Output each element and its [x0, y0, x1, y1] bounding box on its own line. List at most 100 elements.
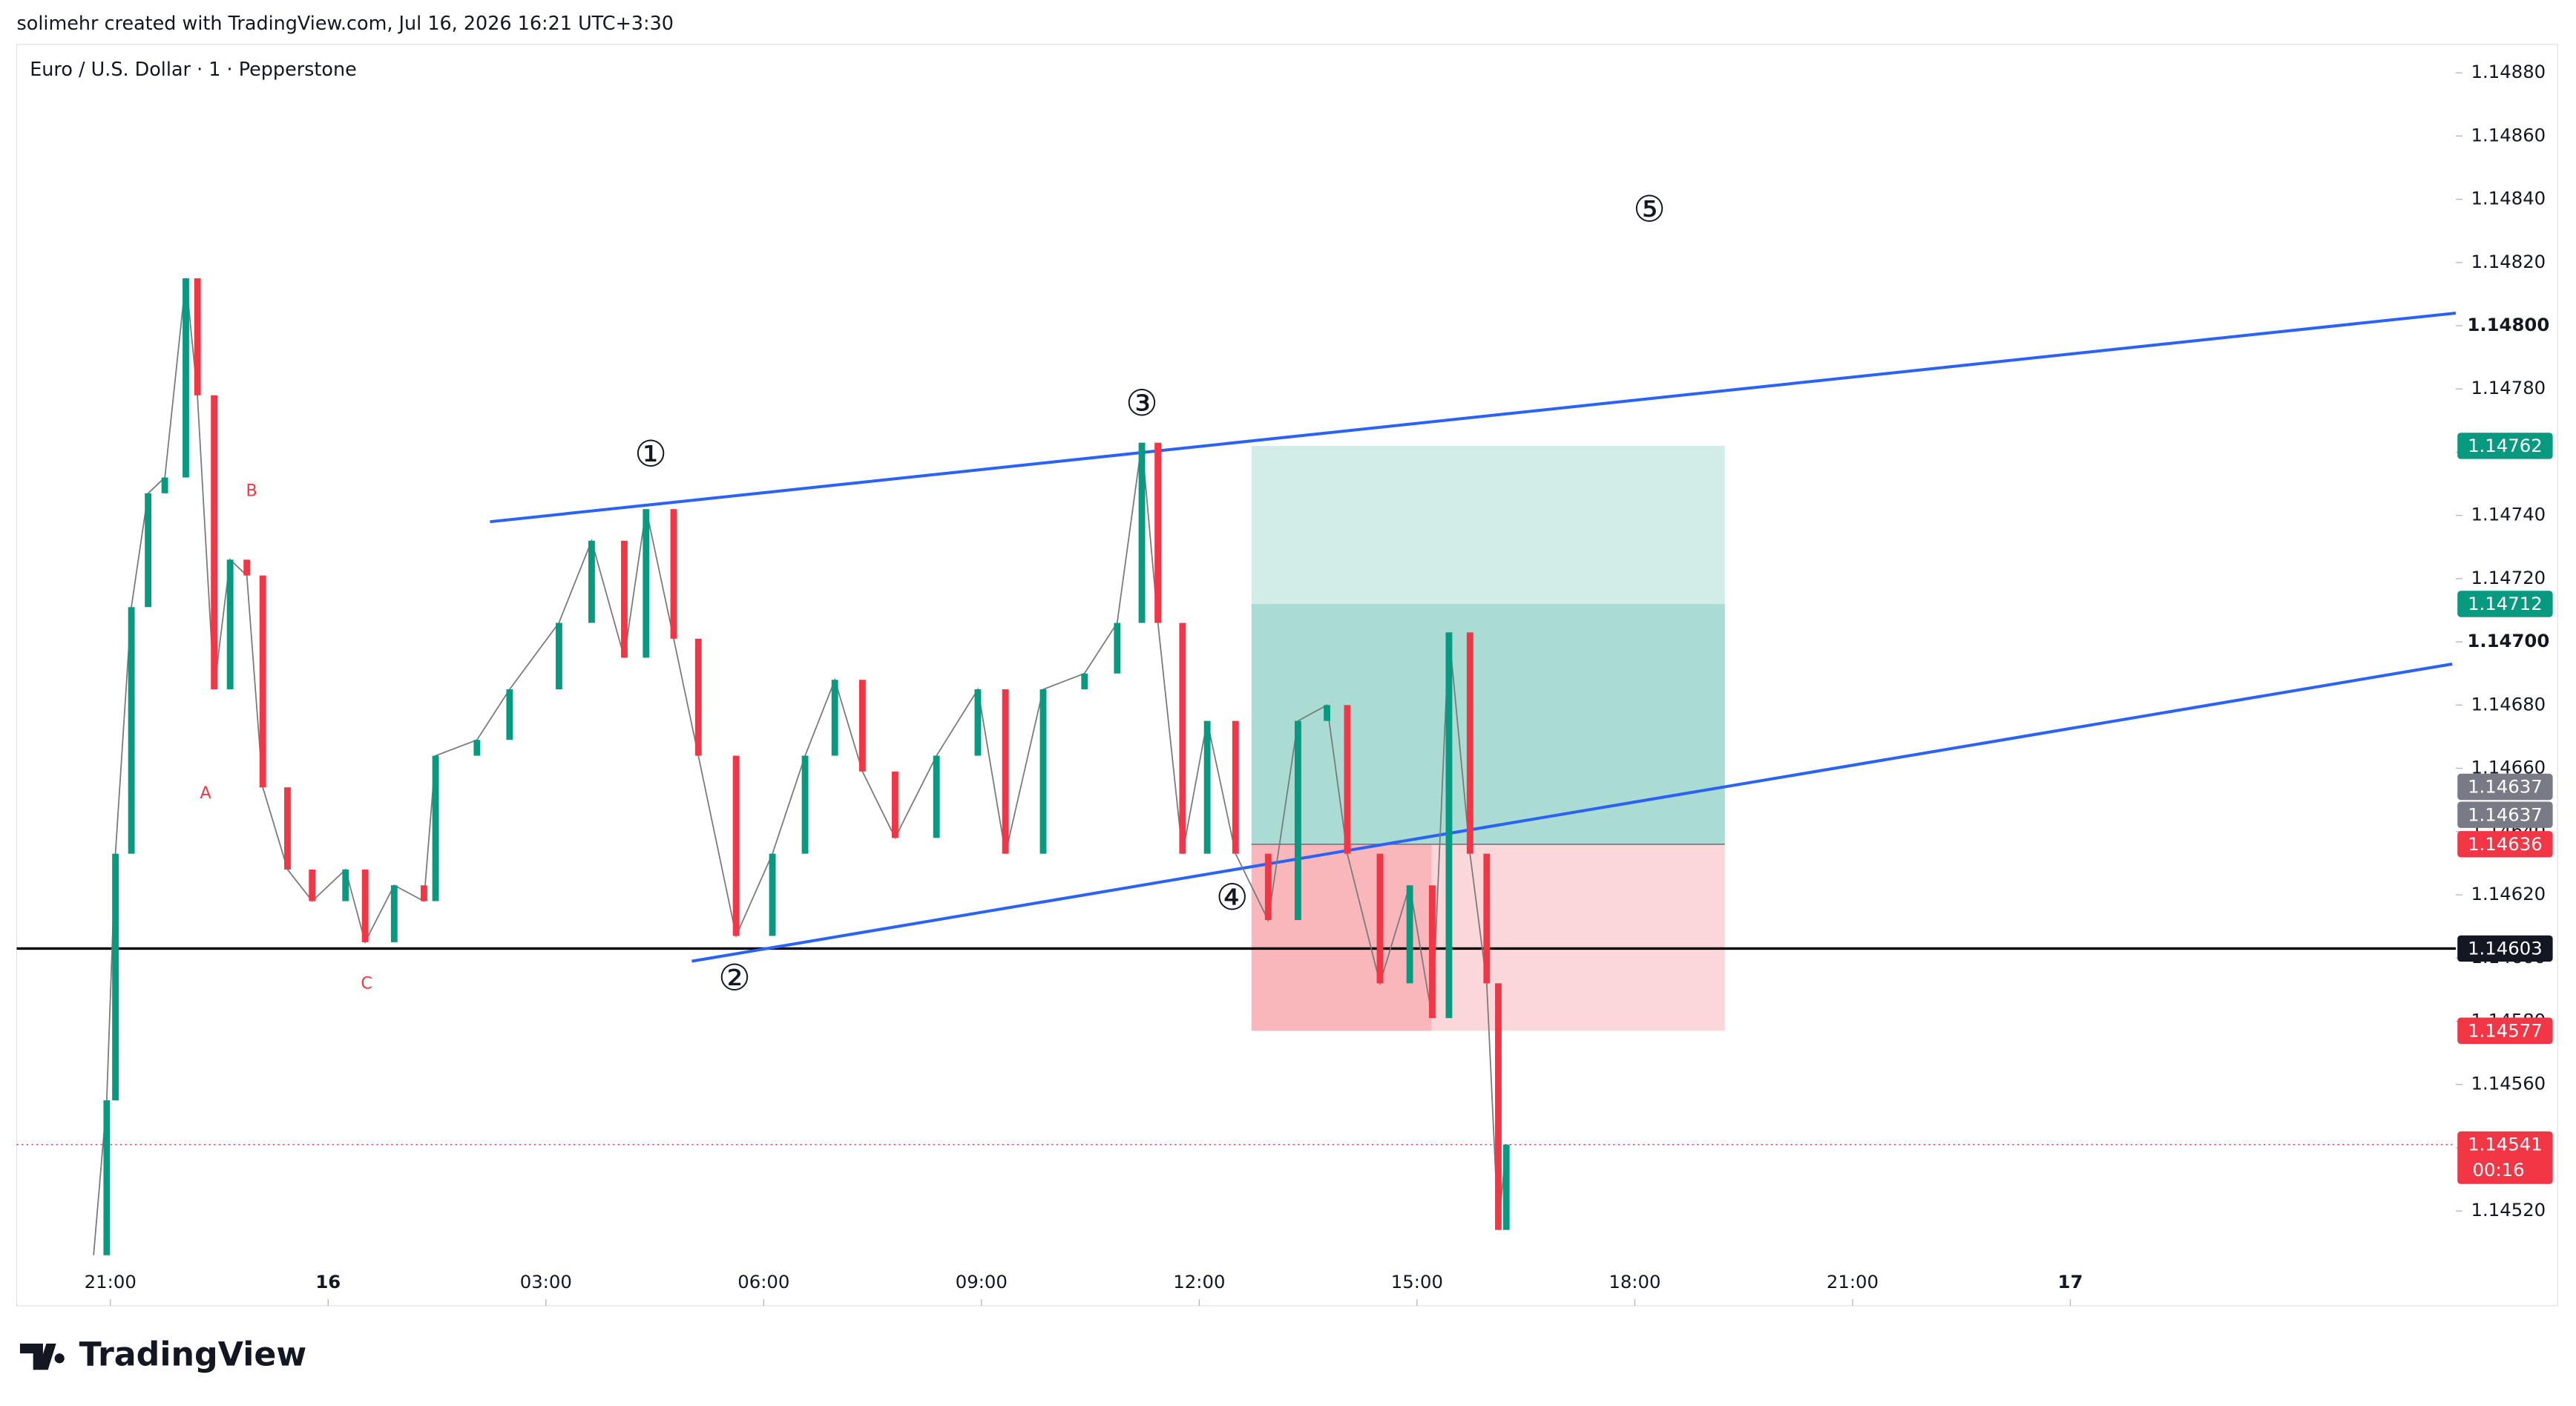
trend-line: [691, 662, 2453, 963]
y-tick-label: 1.14560: [2471, 1073, 2546, 1094]
x-tick-label: 03:00: [520, 1271, 572, 1292]
y-tick-label: 1.14700: [2467, 630, 2549, 651]
y-tick-label: 1.14720: [2471, 567, 2546, 588]
price-label-box: [2457, 1131, 2553, 1184]
candle: [1406, 885, 1413, 984]
candle: [309, 869, 316, 901]
candle: [226, 559, 234, 690]
x-tick-label: 15:00: [1391, 1271, 1443, 1292]
candle: [1445, 632, 1453, 1019]
candle: [1081, 673, 1088, 690]
candle: [1295, 720, 1301, 921]
candle: [390, 885, 398, 942]
candle: [342, 869, 349, 901]
y-tick-label: 1.14740: [2471, 504, 2546, 525]
candle: [259, 575, 266, 788]
price-label-box: [2457, 591, 2553, 617]
x-tick-label: 06:00: [737, 1271, 789, 1292]
y-tick-label: 1.14880: [2471, 61, 2546, 82]
stop-progress-zone: [1251, 844, 1432, 1031]
price-label: 1.14577: [2468, 1019, 2543, 1041]
candle: [1179, 622, 1186, 854]
candle: [891, 771, 898, 838]
y-tick-label: 1.14800: [2467, 314, 2549, 335]
correction-label: A: [200, 784, 211, 803]
candle: [732, 755, 740, 936]
candle: [974, 689, 982, 756]
candle: [670, 509, 677, 639]
candle: [183, 278, 189, 478]
price-label: 1.14637: [2468, 804, 2543, 825]
candle: [420, 885, 427, 901]
price-label: 1.14603: [2468, 938, 2543, 959]
candle: [1466, 632, 1473, 854]
price-label-box: [2457, 801, 2553, 828]
x-tick-label: 09:00: [956, 1271, 1008, 1292]
target-zone: [1251, 445, 1725, 844]
candle: [1114, 622, 1121, 674]
candle: [769, 853, 776, 936]
candle: [1324, 705, 1330, 721]
candle: [555, 622, 562, 690]
x-tick-label: 16: [315, 1271, 341, 1292]
candle: [1483, 853, 1491, 984]
y-tick-label: 1.14840: [2471, 188, 2546, 209]
candle: [128, 607, 135, 854]
candle: [1138, 442, 1146, 623]
candle: [473, 740, 481, 756]
y-tick-label: 1.14820: [2471, 251, 2546, 272]
price-label-box: [2457, 1017, 2553, 1044]
logo-text: TradingView: [79, 1336, 307, 1374]
candle: [161, 477, 168, 493]
candle: [1495, 983, 1502, 1230]
wave-label: ②: [718, 958, 751, 999]
candle: [1154, 442, 1162, 623]
wave-label: ③: [1126, 383, 1158, 424]
wave-label: ①: [634, 433, 667, 475]
price-label: 1.14541: [2468, 1134, 2543, 1155]
reached-zone: [1251, 603, 1725, 844]
price-label: 1.14762: [2468, 435, 2543, 456]
header: solimehr created with TradingView.com, J…: [17, 13, 674, 35]
candle: [112, 853, 119, 1100]
x-tick-label: 21:00: [85, 1271, 137, 1292]
candle: [211, 395, 218, 690]
x-tick-label: 12:00: [1173, 1271, 1225, 1292]
candle: [432, 755, 439, 901]
candle: [1376, 853, 1384, 984]
chart-frame: [16, 44, 2558, 1307]
candle: [361, 869, 369, 942]
price-label-box: [2457, 433, 2553, 459]
countdown: 00:16: [2472, 1159, 2524, 1180]
candle: [801, 755, 809, 854]
candle: [506, 689, 513, 740]
price-label: 1.14636: [2468, 833, 2543, 855]
wave-label: ⑤: [1633, 189, 1666, 231]
candle: [831, 680, 838, 756]
candle: [1232, 720, 1239, 854]
candle: [1264, 853, 1272, 921]
y-tick-label: 1.14680: [2471, 693, 2546, 715]
candle: [145, 493, 152, 608]
price-label: 1.14712: [2468, 593, 2543, 614]
correction-label: C: [361, 974, 372, 993]
logo: TradingView: [19, 1336, 307, 1374]
y-tick-label: 1.14780: [2471, 377, 2546, 398]
price-label-box: [2457, 773, 2553, 801]
symbol-title: Euro / U.S. Dollar · 1 · Pepperstone: [30, 59, 357, 81]
candle: [194, 278, 201, 395]
y-tick-label: 1.14520: [2471, 1199, 2546, 1221]
wave-label: ④: [1216, 877, 1249, 919]
candle: [1344, 705, 1351, 854]
price-label-box: [2457, 831, 2553, 858]
price-label-box: [2457, 935, 2553, 962]
candle: [243, 559, 251, 576]
correction-label: B: [246, 481, 257, 500]
candle: [1429, 885, 1436, 1019]
candle: [643, 509, 650, 658]
candle: [1002, 689, 1009, 854]
logo-icon: [19, 1343, 65, 1370]
